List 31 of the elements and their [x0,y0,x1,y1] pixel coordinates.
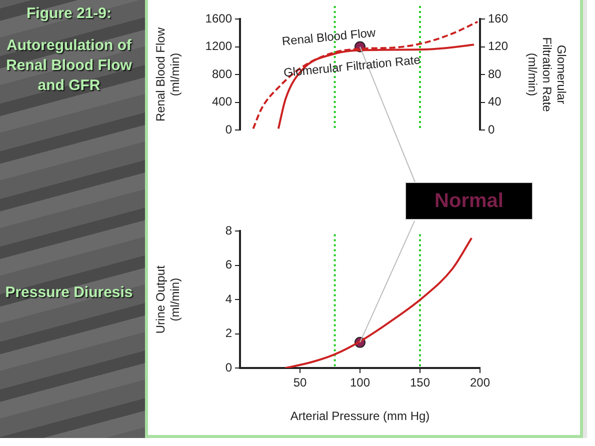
y-tick-label: 0 [225,122,232,136]
y2-tick-label: 120 [488,39,508,54]
y-tick-label: 1200 [205,39,232,54]
y-tick-label: 800 [212,66,232,81]
y-axis-title: Urine Output (ml/min) [154,264,182,334]
x-axis-title: Arterial Pressure (mm Hg) [290,409,430,424]
y-tick-label: 4 [225,292,232,306]
y-tick-label: 1600 [205,11,232,26]
x-tick-label: 50 [293,376,307,390]
caption: Figure 21-9: [25,4,113,24]
y2-axis-title: Glomerular Filtration Rate (ml/min) [526,37,568,112]
text: Pressure Diuresis [4,283,134,303]
y2-tick-label: 40 [488,94,502,109]
x-tick-label: 100 [350,376,370,390]
y-tick-label: 8 [225,224,232,238]
annotation: Normal [405,182,533,220]
text: Glomerular Filtration Rate [282,52,422,80]
y2-tick-label: 0 [488,122,495,136]
y-tick-label: 6 [225,258,232,272]
y-tick-label: 400 [212,94,232,109]
text: Renal Blood Flow [281,25,377,48]
y-tick-label: 2 [225,326,232,340]
line-series [252,20,479,130]
x-tick-label: 200 [470,376,490,390]
x-tick-label: 150 [410,376,430,390]
text: Autoregulation of Renal Blood Flow and GFR [5,36,133,96]
y-axis-title: Renal Blood Flow (ml/min) [154,27,182,122]
y2-tick-label: 80 [488,66,502,81]
y-tick-label: 0 [225,360,232,374]
line-series [284,237,473,368]
y2-tick-label: 160 [488,11,508,26]
